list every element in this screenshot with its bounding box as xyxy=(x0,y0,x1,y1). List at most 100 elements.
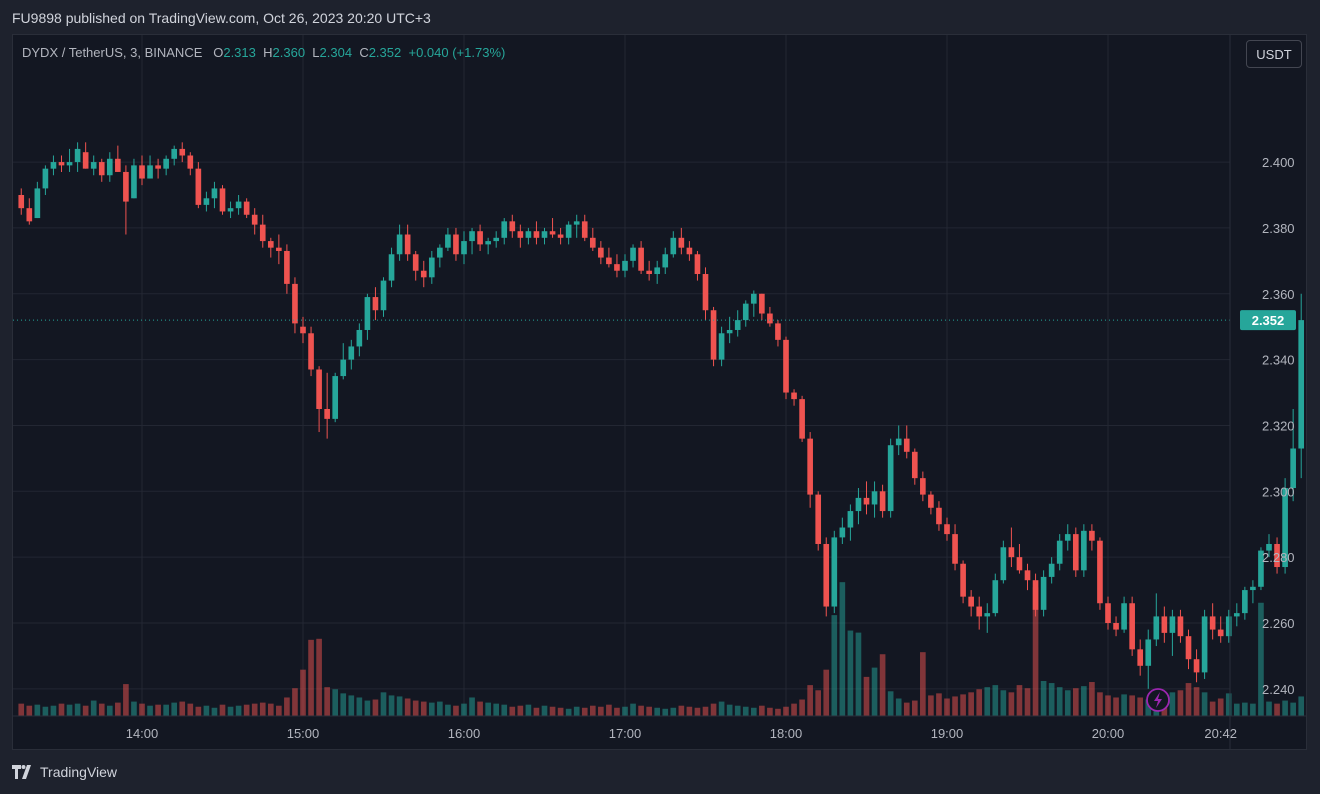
volume-bar xyxy=(1250,703,1256,716)
volume-bar xyxy=(348,695,355,716)
volume-bar xyxy=(364,700,371,716)
candle-body xyxy=(34,188,41,219)
candle-body xyxy=(1258,550,1264,587)
volume-bar xyxy=(171,702,178,716)
volume-bar xyxy=(267,703,274,716)
high-value: 2.360 xyxy=(272,45,306,60)
candle-body xyxy=(163,158,169,169)
candle-body xyxy=(437,247,443,258)
candle xyxy=(179,142,186,163)
candle-body xyxy=(155,165,161,169)
volume-bar xyxy=(944,698,950,716)
candle xyxy=(340,343,347,380)
candle xyxy=(1064,524,1071,551)
candle-body xyxy=(646,270,652,275)
volume-bar xyxy=(139,703,145,716)
candle xyxy=(308,326,314,377)
volume-bar xyxy=(1137,697,1144,716)
volume-bar xyxy=(1048,683,1055,716)
candle-body xyxy=(74,148,81,163)
candle xyxy=(928,491,934,515)
candle-body xyxy=(662,254,669,268)
x-tick-label: 19:00 xyxy=(931,726,964,741)
volume-bar xyxy=(598,706,604,716)
candle xyxy=(1121,596,1127,633)
candle xyxy=(90,155,97,176)
volume-bar xyxy=(1225,693,1232,716)
volume-bar xyxy=(1185,683,1192,716)
candle-body xyxy=(702,274,709,311)
candle-body xyxy=(1121,603,1127,630)
volume-bar xyxy=(646,706,652,716)
open-label: O xyxy=(213,45,224,60)
candle-body xyxy=(815,494,822,544)
candle xyxy=(1097,537,1103,610)
candle-body xyxy=(968,596,974,607)
candle-body xyxy=(887,445,894,512)
candle xyxy=(1298,293,1305,479)
candle-body xyxy=(920,478,926,495)
candle-body xyxy=(428,257,435,278)
candle xyxy=(718,326,725,367)
axes: 2.400 2.380 2.360 2.340 2.320 2.300 2.280 2.260… xyxy=(13,35,1306,750)
candle xyxy=(791,389,797,406)
tradingview-logo[interactable]: TradingView xyxy=(12,764,117,780)
candle xyxy=(437,244,443,268)
close-value: 2.352 xyxy=(368,45,402,60)
volume-bar xyxy=(783,706,789,716)
candle-body xyxy=(606,257,612,265)
published-info: FU9898 published on TradingView.com, Oct… xyxy=(12,10,431,26)
candle xyxy=(976,596,983,630)
low-value: 2.304 xyxy=(319,45,353,60)
volume-bar xyxy=(879,654,886,716)
chart-pane[interactable] xyxy=(12,34,1307,750)
volume-bar xyxy=(976,689,983,716)
volume-bar xyxy=(469,697,475,716)
volume-bar xyxy=(541,705,548,716)
last-price-label: 2.352 xyxy=(1252,313,1285,328)
candle xyxy=(920,471,926,502)
candle xyxy=(115,145,121,172)
candle xyxy=(364,293,371,340)
volume-bar xyxy=(823,669,830,716)
candle xyxy=(799,395,805,442)
candle-body xyxy=(195,168,202,205)
symbol-label[interactable]: DYDX / TetherUS, 3, BINANCE xyxy=(22,45,203,60)
candle xyxy=(1081,524,1087,577)
candle-body xyxy=(1040,576,1047,610)
volume-bar xyxy=(839,582,846,716)
candle xyxy=(259,214,266,248)
candle xyxy=(1209,603,1216,640)
volume-bar xyxy=(1056,687,1063,716)
y-tick-label: 2.240 xyxy=(1262,682,1295,697)
candle xyxy=(815,491,822,551)
candle xyxy=(565,221,572,245)
volume-bar xyxy=(686,706,693,716)
candle-body xyxy=(461,241,467,255)
ohlc-legend: DYDX / TetherUS, 3, BINANCE O2.313 H2.36… xyxy=(22,45,505,60)
candle xyxy=(775,320,781,347)
candle-body xyxy=(509,221,516,232)
volume-bar xyxy=(243,704,250,716)
candle-body xyxy=(831,537,838,607)
candle-body xyxy=(1274,543,1280,568)
volume-bar xyxy=(533,707,540,716)
currency-button[interactable]: USDT xyxy=(1246,40,1302,68)
candle-body xyxy=(903,438,910,452)
candle-body xyxy=(284,250,290,284)
candle xyxy=(324,372,330,439)
candle xyxy=(485,237,491,255)
volume-bar xyxy=(493,703,500,716)
candle-body xyxy=(58,162,65,166)
volume-bar xyxy=(227,706,234,716)
candle xyxy=(211,181,218,209)
volume-bar xyxy=(831,615,838,716)
volume-bar xyxy=(1113,697,1119,716)
candle xyxy=(1129,596,1135,656)
volume-bar xyxy=(453,705,459,716)
candle xyxy=(348,339,355,370)
candle xyxy=(1105,596,1111,630)
candle xyxy=(1032,573,1039,617)
candle-body xyxy=(131,165,137,199)
